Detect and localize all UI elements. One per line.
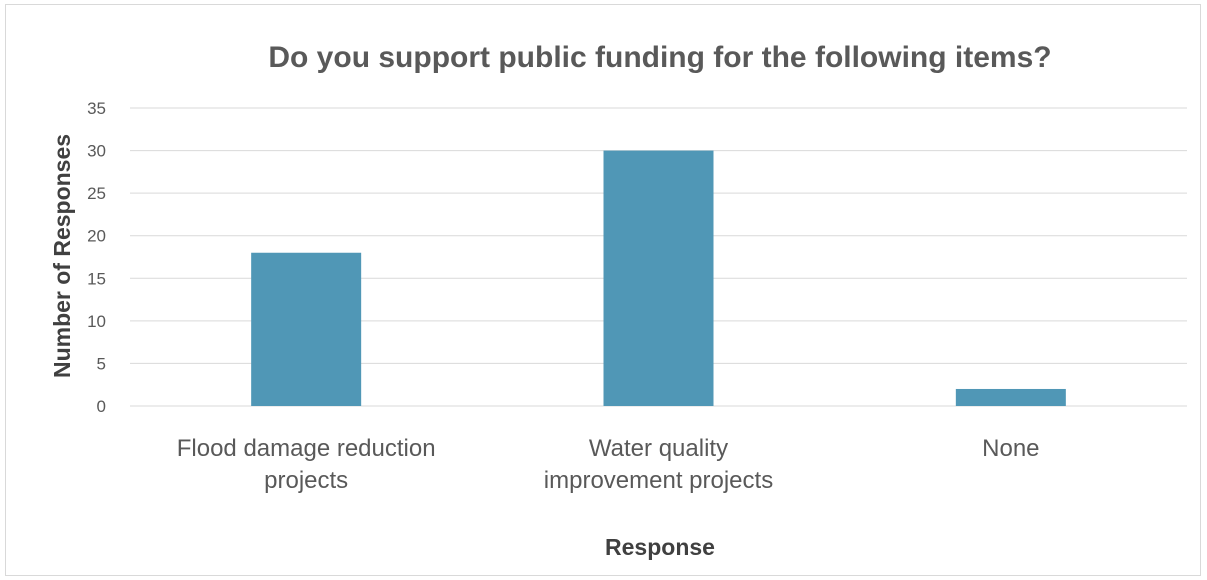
y-tick-label: 15	[87, 269, 106, 288]
y-tick-label: 25	[87, 184, 106, 203]
x-tick-label: Flood damage reduction projects	[177, 435, 436, 494]
y-axis-title: Number of Responses	[49, 134, 75, 378]
x-tick-label-line: improvement projects	[544, 467, 773, 494]
y-tick-label: 30	[87, 142, 106, 161]
x-tick-label: None	[982, 435, 1039, 462]
x-tick-labels: Flood damage reduction projects Water qual…	[177, 435, 1040, 494]
bar-2	[955, 388, 1066, 406]
y-tick-label: 35	[87, 99, 106, 118]
bars	[251, 150, 1066, 406]
y-tick-labels: 0 5 10 15 20 25 30 35	[87, 99, 106, 416]
x-tick-label-line: None	[982, 435, 1039, 462]
x-tick-label-line: Flood damage reduction	[177, 435, 436, 462]
y-tick-label: 10	[87, 312, 106, 331]
x-tick-label-line: projects	[264, 467, 348, 494]
x-tick-label-line: Water quality	[589, 435, 728, 462]
y-tick-label: 0	[97, 397, 106, 416]
x-tick-label: Water quality improvement projects	[544, 435, 773, 494]
bar-1	[603, 150, 714, 406]
x-axis-title: Response	[605, 534, 715, 560]
y-tick-label: 5	[97, 354, 106, 373]
bar-0	[251, 252, 362, 406]
chart-title: Do you support public funding for the fo…	[268, 41, 1051, 74]
chart-frame	[5, 4, 1201, 576]
y-tick-label: 20	[87, 227, 106, 246]
